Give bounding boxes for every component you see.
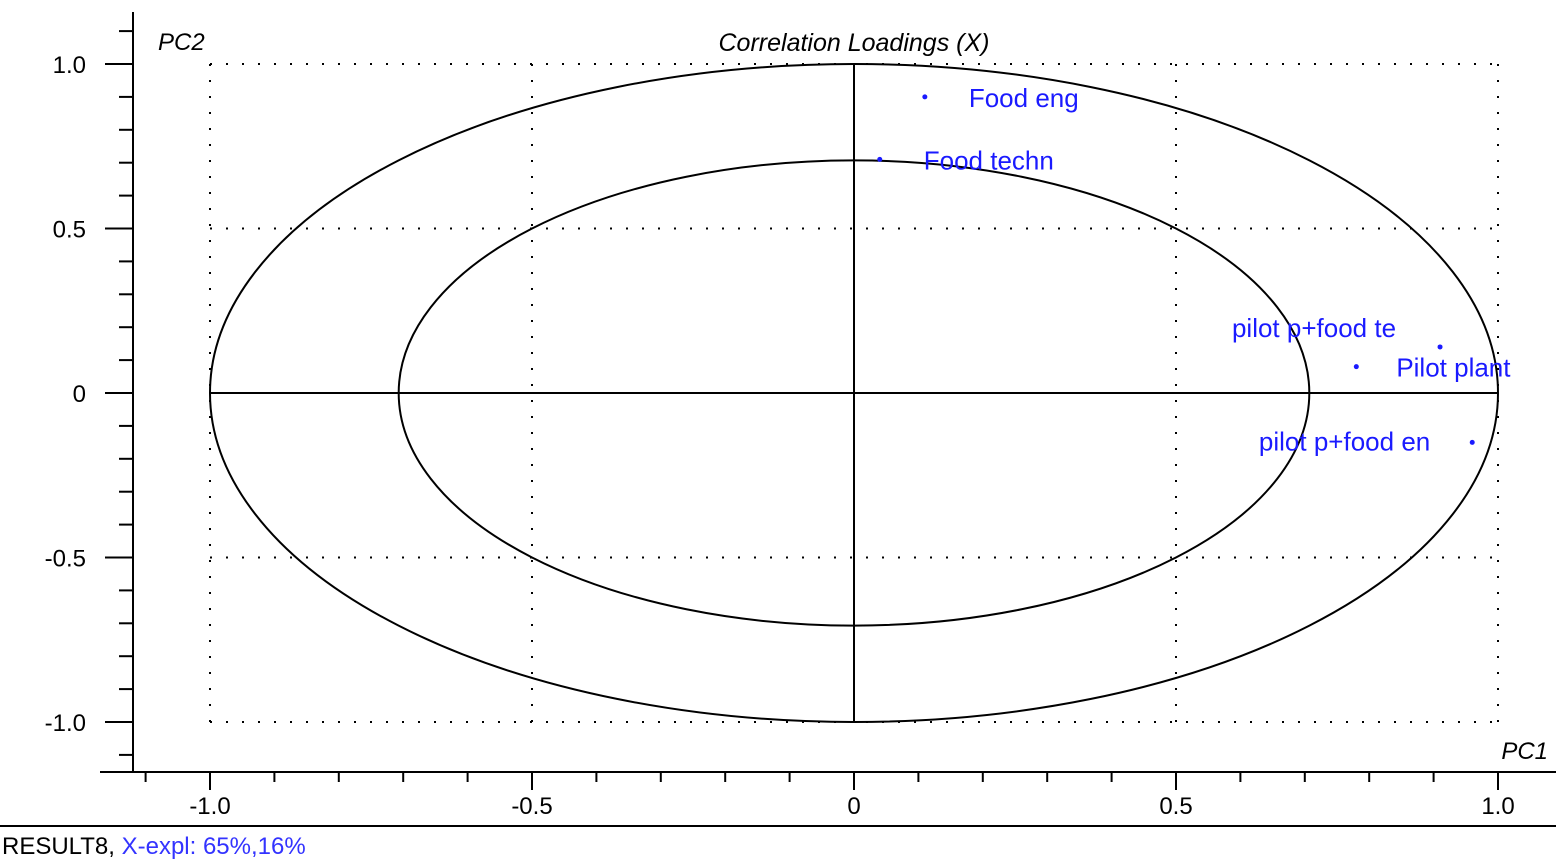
x-tick-label: 0	[847, 793, 860, 820]
model-name: RESULT8,	[2, 833, 122, 860]
x-tick-label: -1.0	[189, 793, 230, 820]
loading-point	[922, 94, 928, 100]
tick-labels: 1.0 0.5 0 -0.5 -1.0 -1.0 -0.5 0 0.5 1.0	[45, 52, 1515, 820]
correlation-loadings-chart: 1.00.50-0.5-1.0-1.0 -0.5 0 0.5 1.0 Food engF…	[0, 12, 1556, 827]
chart-title: Correlation Loadings (X)	[719, 29, 990, 57]
y-tick-label: -0.5	[45, 546, 86, 573]
y-tick-label: 0.5	[53, 217, 86, 244]
loading-point	[1437, 344, 1443, 350]
x-tick-label: 1.0	[1481, 793, 1514, 820]
point-label: Food eng	[969, 83, 1079, 113]
y-axis-label: PC2	[158, 29, 205, 56]
loading-point	[1353, 364, 1359, 370]
status-footer: RESULT8, X-expl: 65%,16%	[2, 833, 306, 861]
x-axis-label: PC1	[1501, 738, 1548, 765]
point-label: Pilot plant	[1396, 353, 1511, 383]
y-tick-label: -1.0	[45, 710, 86, 737]
x-tick-label: 0.5	[1159, 793, 1192, 820]
point-label: Food techn	[924, 145, 1054, 175]
grid	[209, 63, 1499, 723]
point-label: pilot p+food te	[1232, 313, 1396, 343]
explained-variance: X-expl: 65%,16%	[121, 833, 306, 860]
x-tick-label: -0.5	[511, 793, 552, 820]
y-tick-label: 1.0	[53, 52, 86, 79]
y-tick-label: 0	[73, 381, 86, 408]
point-label: pilot p+food en	[1259, 426, 1430, 456]
loading-point	[1469, 439, 1475, 445]
axes	[0, 12, 1556, 827]
loading-point	[877, 156, 883, 162]
